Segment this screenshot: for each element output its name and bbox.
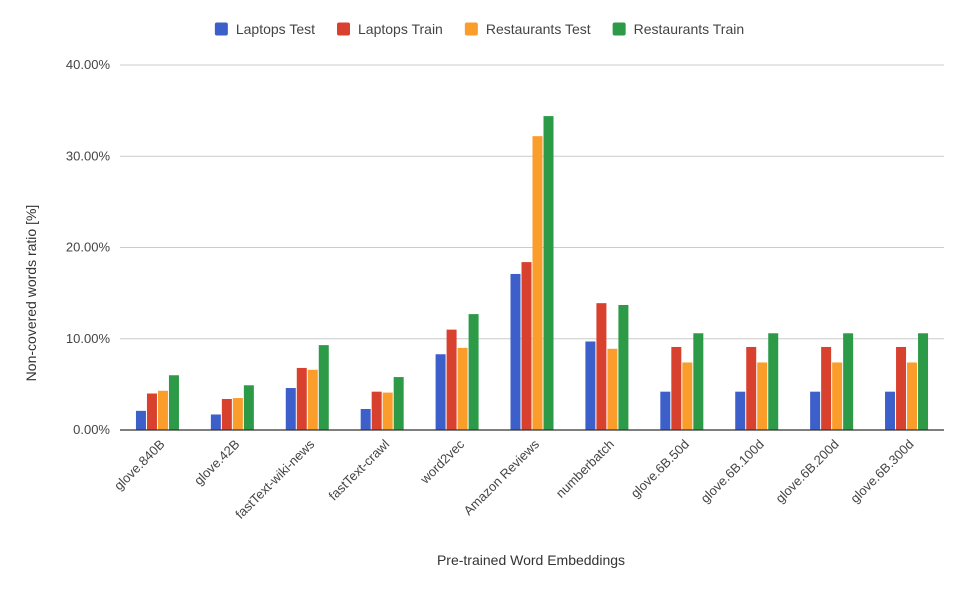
grid-lines — [120, 64, 944, 340]
bar — [682, 362, 693, 430]
bar — [135, 410, 146, 430]
y-tick-label: 40.00% — [66, 57, 111, 72]
bar — [896, 346, 907, 430]
y-axis-title: Non-covered words ratio [%] — [23, 205, 39, 382]
bar — [457, 347, 468, 430]
bar — [468, 314, 479, 430]
bar — [735, 391, 746, 430]
x-tick-label: glove.6B.50d — [628, 437, 692, 501]
bar — [210, 414, 221, 430]
legend-swatch — [612, 22, 626, 36]
x-tick-label: word2vec — [417, 436, 468, 487]
bar — [371, 391, 382, 430]
bar — [393, 377, 404, 430]
bar — [671, 346, 682, 430]
bar — [885, 391, 896, 430]
bar — [832, 362, 843, 430]
bar — [660, 391, 671, 430]
y-tick-label: 10.00% — [66, 331, 111, 346]
y-tick-label: 20.00% — [66, 240, 111, 255]
bar — [307, 369, 318, 430]
x-tick-label: Amazon Reviews — [460, 436, 542, 518]
legend-swatch — [464, 22, 478, 36]
bar — [296, 367, 307, 430]
bar — [232, 398, 243, 430]
x-tick-label: glove.6B.300d — [847, 437, 916, 506]
bar — [585, 341, 596, 430]
x-tick-label: numberbatch — [553, 437, 617, 501]
bar — [596, 303, 607, 430]
bar — [543, 116, 554, 430]
bar — [146, 393, 157, 430]
bar — [285, 388, 296, 430]
bar — [907, 362, 918, 430]
x-tick-label: fastText-crawl — [326, 436, 393, 503]
bar — [810, 391, 821, 430]
bar — [360, 409, 371, 430]
bar — [521, 262, 532, 430]
legend-label: Restaurants Test — [486, 21, 591, 37]
bar — [768, 333, 779, 430]
legend-label: Restaurants Train — [634, 21, 745, 37]
bar — [435, 354, 446, 430]
bar — [918, 333, 929, 430]
y-tick-label: 30.00% — [66, 148, 111, 163]
legend-swatch — [337, 22, 350, 36]
bars — [135, 116, 929, 431]
y-tick-label: 0.00% — [73, 422, 110, 437]
bar — [318, 345, 329, 430]
x-tick-label: glove.6B.200d — [772, 437, 841, 506]
x-axis-title: Pre-trained Word Embeddings — [437, 552, 625, 568]
bar — [693, 333, 704, 430]
legend-swatch — [214, 22, 228, 36]
y-tick-labels: 0.00% 10.00% 20.00% 30.00% 40.00% — [66, 57, 111, 437]
x-tick-label: fastText-wiki-news — [232, 436, 318, 522]
bar — [168, 375, 179, 430]
legend-label: Laptops Train — [358, 21, 443, 37]
x-tick-label: glove.42B — [191, 437, 242, 488]
bar — [221, 398, 232, 430]
bar — [382, 392, 393, 430]
bar — [607, 348, 618, 430]
bar — [157, 390, 168, 430]
bar — [757, 362, 768, 430]
bar — [243, 385, 254, 430]
bar — [618, 304, 629, 430]
bar — [843, 333, 854, 430]
bar — [532, 136, 543, 431]
legend-label: Laptops Test — [236, 21, 315, 37]
legend: Laptops Test Laptops Train Restaurants Tes… — [214, 21, 745, 37]
x-tick-label: glove.6B.100d — [697, 437, 766, 506]
x-tick-label: glove.840B — [111, 437, 168, 494]
bar — [746, 346, 757, 430]
bar — [446, 329, 457, 430]
bar — [821, 346, 832, 430]
bar — [510, 273, 521, 430]
